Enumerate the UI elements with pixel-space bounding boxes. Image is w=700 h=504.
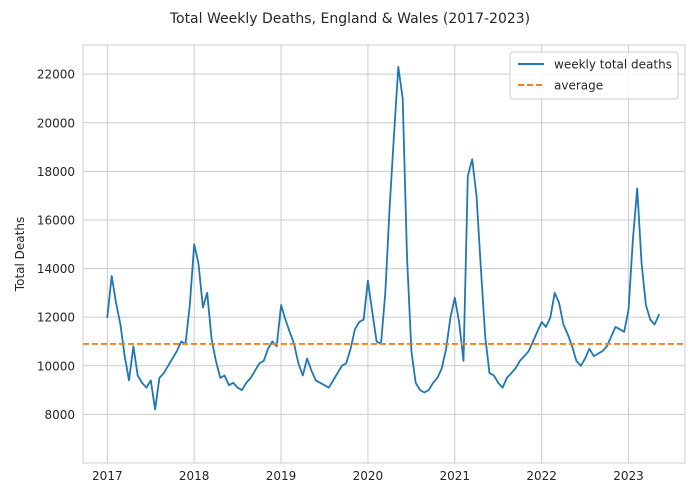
x-tick-label: 2021 bbox=[440, 469, 471, 483]
x-tick-label: 2023 bbox=[613, 469, 644, 483]
plot-area-frame bbox=[82, 44, 686, 464]
legend: weekly total deaths average bbox=[509, 51, 679, 100]
x-tick-label: 2020 bbox=[353, 469, 384, 483]
y-tick-label: 12000 bbox=[37, 311, 75, 325]
y-tick-label: 22000 bbox=[37, 68, 75, 82]
series-line-weekly-total-deaths bbox=[106, 66, 660, 411]
y-tick-label: 14000 bbox=[37, 262, 75, 276]
y-tick-label: 10000 bbox=[37, 359, 75, 373]
y-tick-label: 8000 bbox=[44, 408, 75, 422]
x-tick-label: 2017 bbox=[92, 469, 123, 483]
chart-title: Total Weekly Deaths, England & Wales (20… bbox=[169, 11, 530, 27]
y-axis-label: Total Deaths bbox=[13, 217, 27, 292]
legend-label-weekly-total-deaths: weekly total deaths bbox=[554, 58, 672, 72]
legend-label-average: average bbox=[554, 79, 603, 93]
y-tick-label: 20000 bbox=[37, 116, 75, 130]
y-tick-label: 18000 bbox=[37, 165, 75, 179]
x-tick-label: 2018 bbox=[179, 469, 210, 483]
y-tick-label: 16000 bbox=[37, 213, 75, 227]
axes: 2017 2018 2019 2020 2021 2022 2023 8000 10000 120… bbox=[37, 44, 686, 483]
legend-box bbox=[509, 51, 679, 100]
series-layer bbox=[83, 66, 685, 411]
x-tick-label: 2022 bbox=[526, 469, 557, 483]
x-tick-label: 2019 bbox=[266, 469, 297, 483]
